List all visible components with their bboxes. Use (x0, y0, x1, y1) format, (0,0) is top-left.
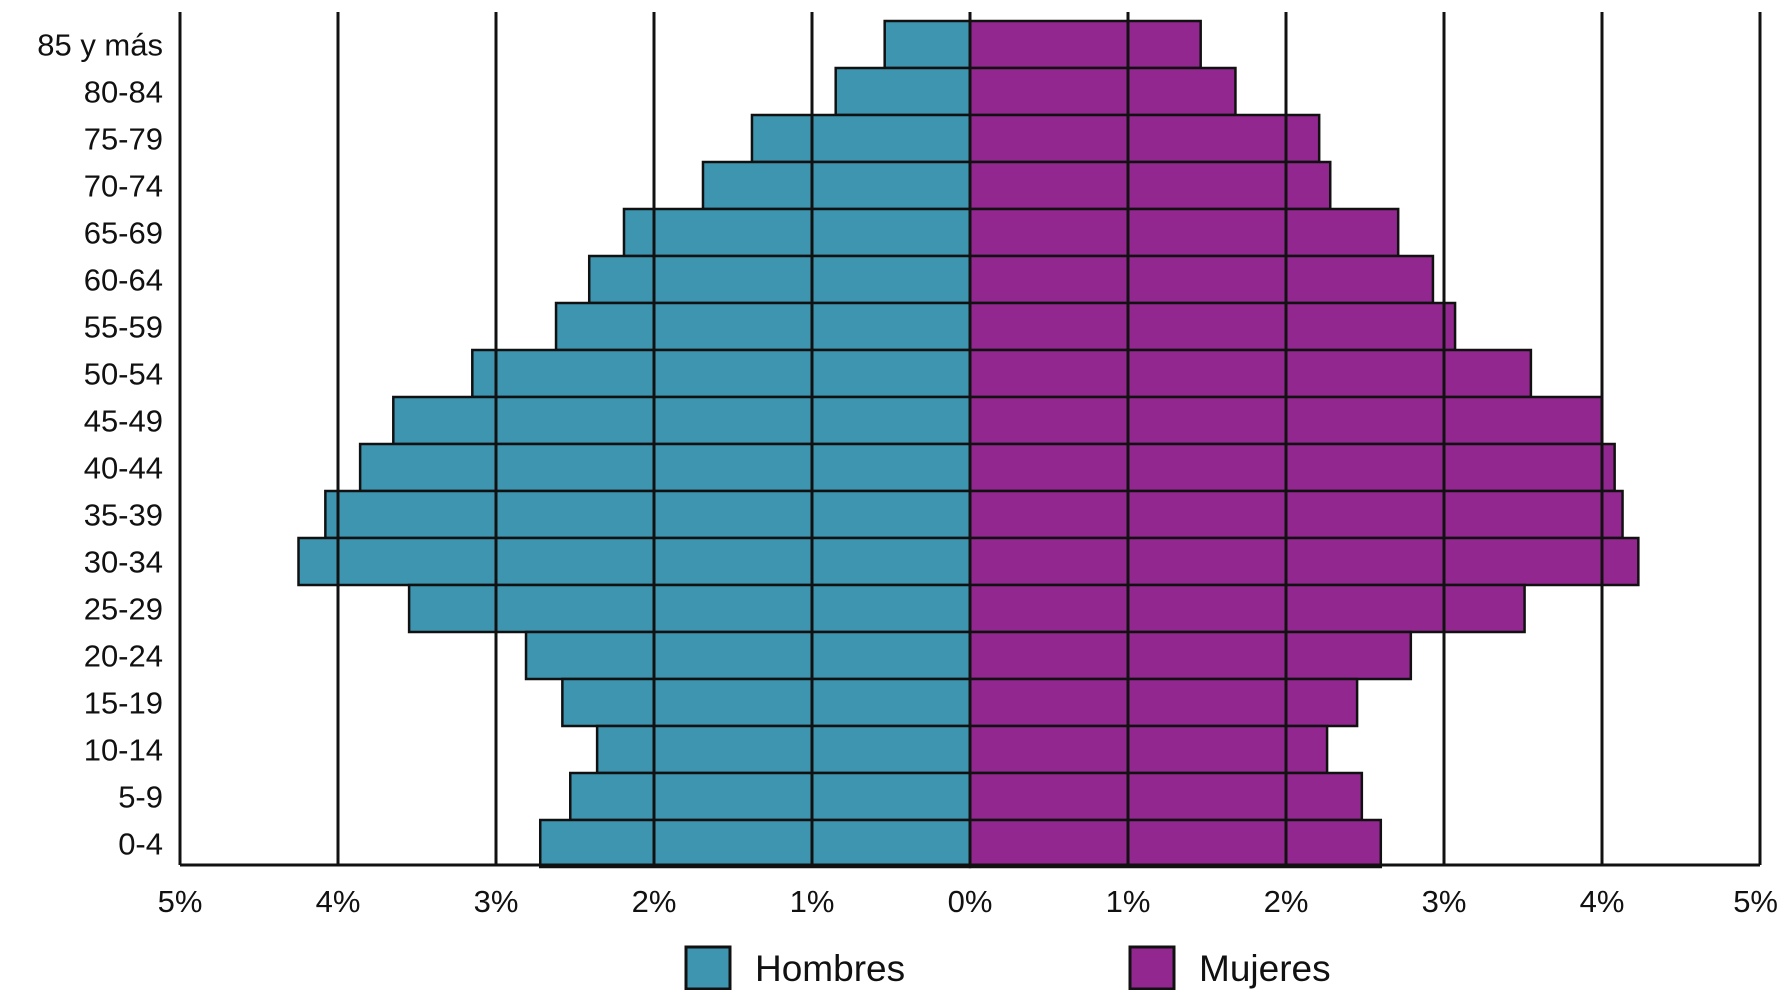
legend-swatch (1128, 945, 1176, 991)
bar-mujeres (968, 160, 1332, 211)
category-label: 5-9 (118, 780, 163, 815)
category-label: 85 y más (37, 28, 163, 63)
x-tick-label: 4% (316, 884, 361, 919)
category-label: 80-84 (84, 75, 163, 110)
legend-label: Mujeres (1199, 948, 1331, 989)
bar-hombres (407, 583, 972, 634)
bar-mujeres (968, 254, 1435, 305)
bar-mujeres (968, 66, 1237, 117)
bar-mujeres (968, 677, 1359, 728)
legend-label: Hombres (755, 948, 905, 989)
x-tick-label: 2% (1264, 884, 1309, 919)
x-tick-label: 1% (790, 884, 835, 919)
x-tick-label: 3% (1422, 884, 1467, 919)
bar-mujeres (968, 207, 1400, 258)
bar-mujeres (968, 19, 1202, 70)
x-tick-label: 1% (1106, 884, 1151, 919)
grid-layer (178, 12, 1762, 865)
bar-hombres (524, 630, 972, 681)
category-label: 30-34 (84, 545, 163, 580)
x-tick-label: 2% (632, 884, 677, 919)
bar-hombres (883, 19, 972, 70)
category-label: 55-59 (84, 310, 163, 345)
x-tick-label: 0% (948, 884, 993, 919)
legend-swatch (684, 945, 732, 991)
x-tick-label: 5% (1733, 884, 1778, 919)
bar-hombres (701, 160, 972, 211)
bar-mujeres (968, 113, 1321, 164)
bar-mujeres (968, 771, 1364, 822)
category-label: 60-64 (84, 263, 163, 298)
bar-mujeres (968, 536, 1640, 587)
bar-hombres (358, 442, 972, 493)
bar-hombres (750, 113, 972, 164)
bar-mujeres (968, 442, 1616, 493)
category-label: 10-14 (84, 733, 163, 768)
category-label: 15-19 (84, 686, 163, 721)
bar-hombres (538, 818, 972, 869)
bar-mujeres (968, 630, 1413, 681)
category-label: 20-24 (84, 639, 163, 674)
legend-item-hombres: Hombres (684, 945, 905, 991)
bar-mujeres (968, 583, 1526, 634)
bar-hombres (471, 348, 972, 399)
bar-mujeres (968, 818, 1383, 869)
bar-mujeres (968, 724, 1329, 775)
category-label: 65-69 (84, 216, 163, 251)
category-label: 35-39 (84, 498, 163, 533)
x-tick-label: 4% (1580, 884, 1625, 919)
x-tick-labels: 5% 4% 3% 2% 1% 0% 1% 2% 3% 4% 5% (158, 884, 1778, 919)
category-label: 75-79 (84, 122, 163, 157)
x-tick-label: 3% (474, 884, 519, 919)
category-label: 70-74 (84, 169, 163, 204)
bar-hombres (595, 724, 972, 775)
bars-layer (297, 19, 1640, 869)
category-label: 50-54 (84, 357, 163, 392)
bar-hombres (834, 66, 972, 117)
category-labels: 85 y más 80-84 75-79 70-74 65-69 60-64 55-59 50… (37, 28, 163, 862)
bar-hombres (587, 254, 972, 305)
category-label: 40-44 (84, 451, 163, 486)
category-label: 45-49 (84, 404, 163, 439)
bar-hombres (569, 771, 972, 822)
category-label: 0-4 (118, 827, 163, 862)
bar-hombres (561, 677, 972, 728)
bar-mujeres (968, 301, 1457, 352)
legend: Hombres Mujeres (684, 945, 1331, 991)
bar-mujeres (968, 348, 1533, 399)
legend-item-mujeres: Mujeres (1128, 945, 1331, 991)
bar-hombres (297, 536, 972, 587)
bar-hombres (554, 301, 972, 352)
bar-mujeres (968, 489, 1624, 540)
bar-hombres (324, 489, 972, 540)
bar-hombres (622, 207, 972, 258)
bar-hombres (392, 395, 972, 446)
x-tick-label: 5% (158, 884, 203, 919)
category-label: 25-29 (84, 592, 163, 627)
